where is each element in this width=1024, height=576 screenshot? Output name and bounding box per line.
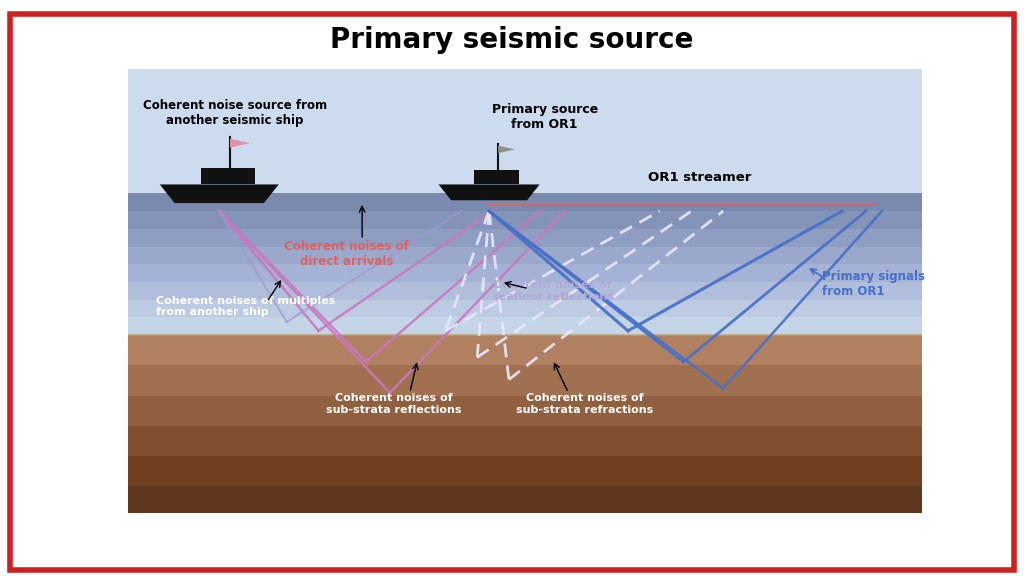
Text: Coherent noises of
sub-strata reflections: Coherent noises of sub-strata reflection… — [326, 393, 462, 415]
Bar — [128, 396, 922, 426]
Bar — [128, 247, 922, 264]
Polygon shape — [499, 146, 515, 153]
Text: Primary source
from OR1: Primary source from OR1 — [492, 103, 598, 131]
Text: Coherent noise source from
another seismic ship: Coherent noise source from another seism… — [143, 98, 328, 127]
Polygon shape — [438, 184, 540, 200]
Bar — [128, 456, 922, 486]
Text: OR1 streamer: OR1 streamer — [648, 172, 751, 184]
Bar — [128, 335, 922, 365]
Bar — [128, 486, 922, 513]
Text: Primary seismic source: Primary seismic source — [331, 26, 693, 54]
Text: Coherent noises of
direct arrivals: Coherent noises of direct arrivals — [284, 240, 409, 268]
Polygon shape — [474, 170, 519, 184]
Bar — [128, 282, 922, 300]
Text: Coherent noises of
sub-strata refractions: Coherent noises of sub-strata refraction… — [516, 393, 653, 415]
Polygon shape — [160, 184, 279, 203]
Text: Coherent noises of
seafloor reflections: Coherent noises of seafloor reflections — [492, 280, 613, 302]
Bar — [128, 264, 922, 282]
Bar — [128, 69, 922, 194]
Bar — [128, 229, 922, 247]
Bar — [128, 426, 922, 456]
Bar — [128, 365, 922, 396]
Text: Coherent noises of multiples
from another ship: Coherent noises of multiples from anothe… — [156, 295, 335, 317]
Text: Primary signals
from OR1: Primary signals from OR1 — [822, 270, 926, 298]
Bar — [128, 317, 922, 335]
Bar — [128, 300, 922, 317]
Polygon shape — [202, 168, 255, 184]
Polygon shape — [230, 139, 250, 147]
Bar — [128, 211, 922, 229]
Bar — [128, 194, 922, 211]
